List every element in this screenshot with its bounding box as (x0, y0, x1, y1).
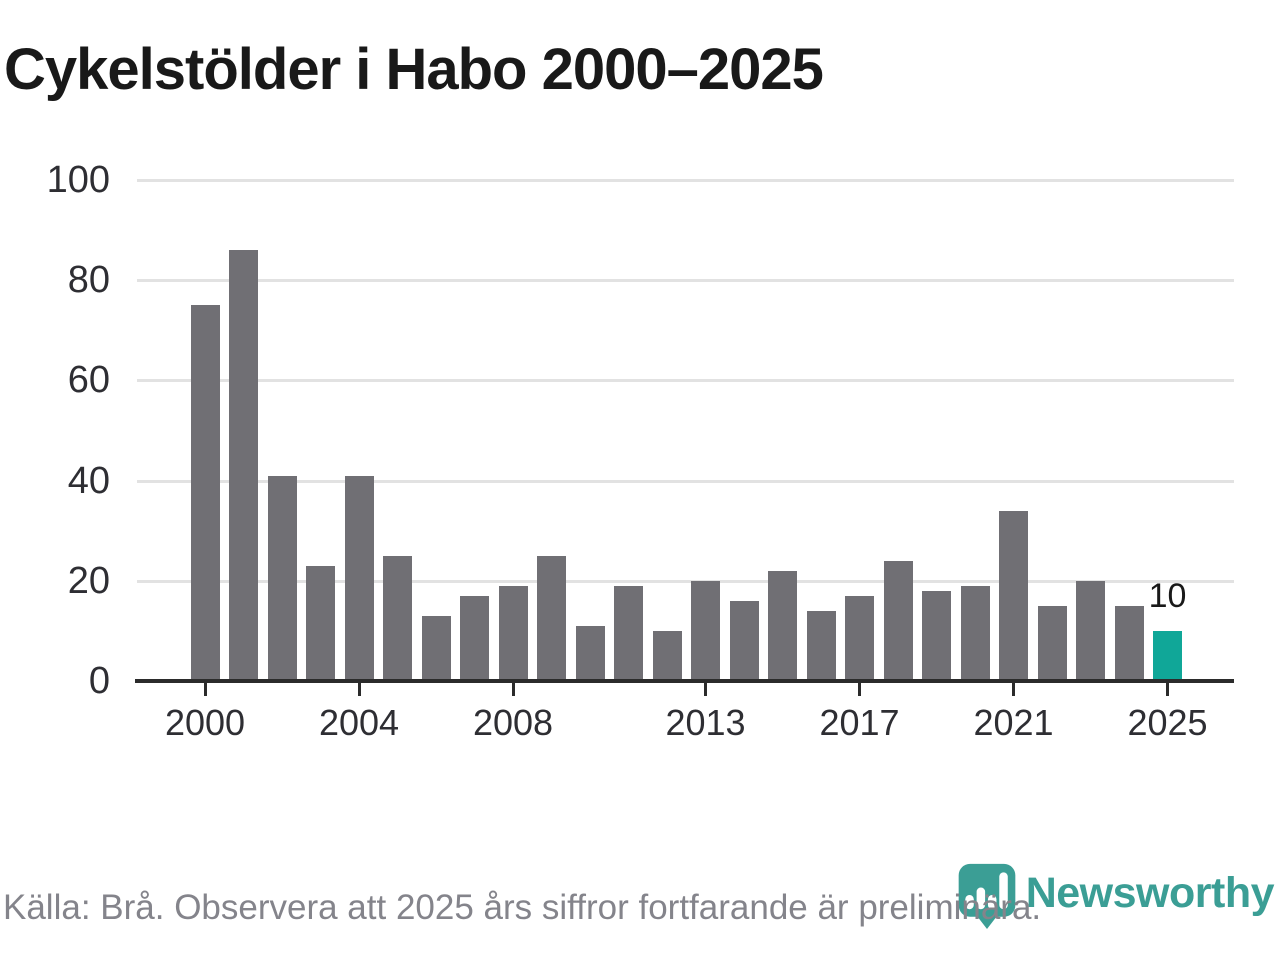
x-axis-label-2017: 2017 (819, 702, 900, 743)
x-axis-tick-2017 (858, 683, 861, 696)
gridline-20 (137, 579, 1234, 583)
x-axis-tick-2008 (511, 683, 515, 696)
x-axis-label-2013: 2013 (665, 702, 746, 743)
x-axis-tick-2013 (704, 683, 707, 696)
y-axis-label-20: 20 (67, 559, 110, 602)
x-axis-tick-2000 (203, 683, 207, 696)
bar-2003 (306, 565, 335, 681)
x-axis-label-2021: 2021 (973, 702, 1054, 743)
x-axis-label-2008: 2008 (472, 702, 554, 743)
x-axis-tick-2004 (357, 683, 361, 696)
bar-2018 (883, 560, 913, 681)
bar-2002 (267, 475, 297, 681)
source-note: Källa: Brå. Observera att 2025 års siffr… (3, 888, 1042, 927)
y-axis-label-60: 60 (67, 359, 110, 402)
y-axis-label-100: 100 (46, 159, 110, 201)
newsworthy-logo: Newsworthy (956, 862, 1275, 930)
bar-2022 (1037, 605, 1067, 681)
bar-2021 (999, 510, 1028, 681)
gridline-80 (137, 279, 1234, 283)
bar-2023 (1076, 580, 1105, 681)
plot-area: 10 (137, 179, 1234, 681)
bar-2000 (190, 305, 220, 681)
bar-value-label: 10 (1148, 576, 1187, 615)
x-axis-tick-2025 (1166, 683, 1169, 696)
x-axis-label-2000: 2000 (164, 702, 246, 743)
gridline-40 (137, 479, 1234, 483)
bar-2013 (691, 580, 720, 681)
bar-2012 (652, 630, 682, 681)
x-axis-label-2004: 2004 (318, 702, 400, 743)
bar-2006 (421, 615, 451, 681)
bar-2019 (922, 590, 951, 681)
bar-2014 (729, 600, 759, 681)
bar-2011 (614, 585, 643, 681)
chart-title: Cykelstölder i Habo 2000–2025 (4, 37, 824, 102)
bar-2010 (575, 625, 605, 681)
bar-2007 (460, 595, 489, 681)
bar-2015 (768, 570, 797, 681)
x-axis-line (135, 679, 1234, 683)
bar-2025 (1153, 630, 1182, 681)
x-axis-label-2025: 2025 (1127, 702, 1208, 743)
bar-2020 (960, 585, 990, 681)
bar-2008 (498, 585, 528, 681)
y-axis-label-0: 0 (88, 660, 110, 702)
bar-2009 (537, 555, 566, 681)
x-axis-tick-2021 (1012, 683, 1015, 696)
bar-2001 (229, 250, 258, 681)
y-axis-label-40: 40 (67, 459, 110, 502)
bar-chart-pin-icon (958, 863, 1016, 930)
gridline-100 (137, 179, 1234, 182)
bar-2004 (344, 475, 374, 681)
bar-2005 (383, 555, 412, 681)
bar-2024 (1114, 605, 1144, 681)
bar-2017 (845, 595, 874, 681)
bar-2016 (806, 610, 836, 681)
y-axis-label-80: 80 (67, 259, 110, 302)
newsworthy-logo-text: Newsworthy (1025, 869, 1275, 917)
gridline-60 (137, 379, 1234, 383)
